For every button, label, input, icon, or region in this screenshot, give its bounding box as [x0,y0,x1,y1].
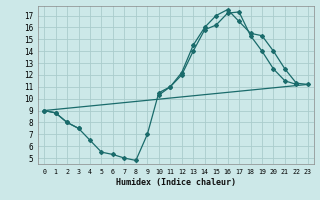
X-axis label: Humidex (Indice chaleur): Humidex (Indice chaleur) [116,178,236,187]
